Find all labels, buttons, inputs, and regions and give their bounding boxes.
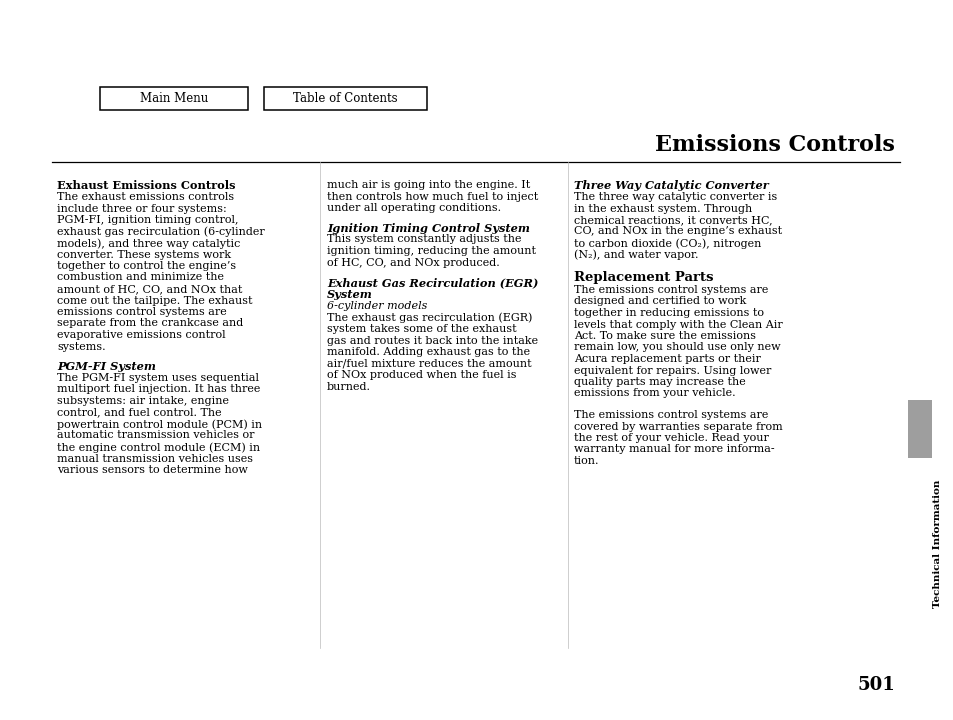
Text: designed and certified to work: designed and certified to work	[574, 297, 745, 307]
Text: levels that comply with the Clean Air: levels that comply with the Clean Air	[574, 320, 781, 330]
Text: Table of Contents: Table of Contents	[293, 92, 397, 105]
Text: PGM-FI, ignition timing control,: PGM-FI, ignition timing control,	[57, 215, 238, 225]
Text: 501: 501	[857, 676, 894, 694]
Text: come out the tailpipe. The exhaust: come out the tailpipe. The exhaust	[57, 295, 253, 305]
Text: systems.: systems.	[57, 341, 106, 351]
Text: The exhaust emissions controls: The exhaust emissions controls	[57, 192, 233, 202]
Text: The three way catalytic converter is: The three way catalytic converter is	[574, 192, 777, 202]
Text: quality parts may increase the: quality parts may increase the	[574, 377, 745, 387]
Text: Three Way Catalytic Converter: Three Way Catalytic Converter	[574, 180, 768, 191]
Text: burned.: burned.	[327, 382, 371, 392]
Text: manual transmission vehicles uses: manual transmission vehicles uses	[57, 454, 253, 464]
Text: Ignition Timing Control System: Ignition Timing Control System	[327, 222, 529, 233]
Text: Emissions Controls: Emissions Controls	[655, 134, 894, 156]
Text: together to control the engine’s: together to control the engine’s	[57, 261, 236, 271]
Text: tion.: tion.	[574, 456, 598, 466]
Text: (N₂), and water vapor.: (N₂), and water vapor.	[574, 250, 698, 260]
Text: gas and routes it back into the intake: gas and routes it back into the intake	[327, 336, 537, 346]
Text: covered by warranties separate from: covered by warranties separate from	[574, 421, 781, 431]
Text: subsystems: air intake, engine: subsystems: air intake, engine	[57, 396, 229, 406]
Text: The exhaust gas recirculation (EGR): The exhaust gas recirculation (EGR)	[327, 312, 532, 323]
Text: system takes some of the exhaust: system takes some of the exhaust	[327, 324, 517, 334]
Text: together in reducing emissions to: together in reducing emissions to	[574, 308, 763, 318]
Text: Exhaust Emissions Controls: Exhaust Emissions Controls	[57, 180, 235, 191]
Text: of NOx produced when the fuel is: of NOx produced when the fuel is	[327, 370, 516, 380]
Text: powertrain control module (PCM) in: powertrain control module (PCM) in	[57, 419, 262, 430]
Text: converter. These systems work: converter. These systems work	[57, 250, 231, 259]
Text: The emissions control systems are: The emissions control systems are	[574, 285, 767, 295]
Text: models), and three way catalytic: models), and three way catalytic	[57, 238, 240, 248]
Text: air/fuel mixture reduces the amount: air/fuel mixture reduces the amount	[327, 359, 531, 369]
Text: equivalent for repairs. Using lower: equivalent for repairs. Using lower	[574, 366, 771, 376]
Text: remain low, you should use only new: remain low, you should use only new	[574, 343, 780, 353]
Text: include three or four systems:: include three or four systems:	[57, 204, 227, 214]
Text: in the exhaust system. Through: in the exhaust system. Through	[574, 204, 752, 214]
Text: The PGM-FI system uses sequential: The PGM-FI system uses sequential	[57, 373, 258, 383]
Text: under all operating conditions.: under all operating conditions.	[327, 203, 500, 213]
Text: manifold. Adding exhaust gas to the: manifold. Adding exhaust gas to the	[327, 347, 530, 357]
Text: Replacement Parts: Replacement Parts	[574, 271, 713, 284]
Text: multiport fuel injection. It has three: multiport fuel injection. It has three	[57, 384, 260, 395]
Text: automatic transmission vehicles or: automatic transmission vehicles or	[57, 431, 254, 441]
Text: control, and fuel control. The: control, and fuel control. The	[57, 408, 221, 418]
Text: Main Menu: Main Menu	[140, 92, 208, 105]
Text: This system constantly adjusts the: This system constantly adjusts the	[327, 235, 521, 245]
Text: various sensors to determine how: various sensors to determine how	[57, 465, 248, 475]
Bar	[264, 87, 427, 110]
Text: much air is going into the engine. It: much air is going into the engine. It	[327, 180, 530, 190]
Text: amount of HC, CO, and NOx that: amount of HC, CO, and NOx that	[57, 284, 242, 294]
Text: chemical reactions, it converts HC,: chemical reactions, it converts HC,	[574, 215, 772, 225]
Text: the rest of your vehicle. Read your: the rest of your vehicle. Read your	[574, 433, 768, 443]
Text: Acura replacement parts or their: Acura replacement parts or their	[574, 354, 760, 364]
Text: then controls how much fuel to inject: then controls how much fuel to inject	[327, 192, 537, 202]
Text: exhaust gas recirculation (6-cylinder: exhaust gas recirculation (6-cylinder	[57, 227, 265, 237]
Text: of HC, CO, and NOx produced.: of HC, CO, and NOx produced.	[327, 258, 499, 268]
Text: The emissions control systems are: The emissions control systems are	[574, 410, 767, 420]
Text: to carbon dioxide (CO₂), nitrogen: to carbon dioxide (CO₂), nitrogen	[574, 238, 760, 248]
Text: separate from the crankcase and: separate from the crankcase and	[57, 318, 243, 328]
Bar	[907, 400, 931, 458]
Text: CO, and NOx in the engine’s exhaust: CO, and NOx in the engine’s exhaust	[574, 227, 781, 236]
Text: System: System	[327, 289, 373, 300]
Text: Technical Information: Technical Information	[933, 480, 942, 608]
Text: Exhaust Gas Recirculation (EGR): Exhaust Gas Recirculation (EGR)	[327, 277, 537, 288]
Bar	[100, 87, 248, 110]
Text: emissions from your vehicle.: emissions from your vehicle.	[574, 389, 735, 398]
Text: 6-cylinder models: 6-cylinder models	[327, 301, 427, 311]
Text: ignition timing, reducing the amount: ignition timing, reducing the amount	[327, 246, 536, 256]
Text: combustion and minimize the: combustion and minimize the	[57, 272, 224, 282]
Text: evaporative emissions control: evaporative emissions control	[57, 330, 226, 340]
Text: Act. To make sure the emissions: Act. To make sure the emissions	[574, 331, 755, 341]
Text: warranty manual for more informa-: warranty manual for more informa-	[574, 444, 774, 454]
Text: PGM-FI System: PGM-FI System	[57, 361, 155, 372]
Text: the engine control module (ECM) in: the engine control module (ECM) in	[57, 442, 260, 453]
Text: emissions control systems are: emissions control systems are	[57, 307, 227, 317]
